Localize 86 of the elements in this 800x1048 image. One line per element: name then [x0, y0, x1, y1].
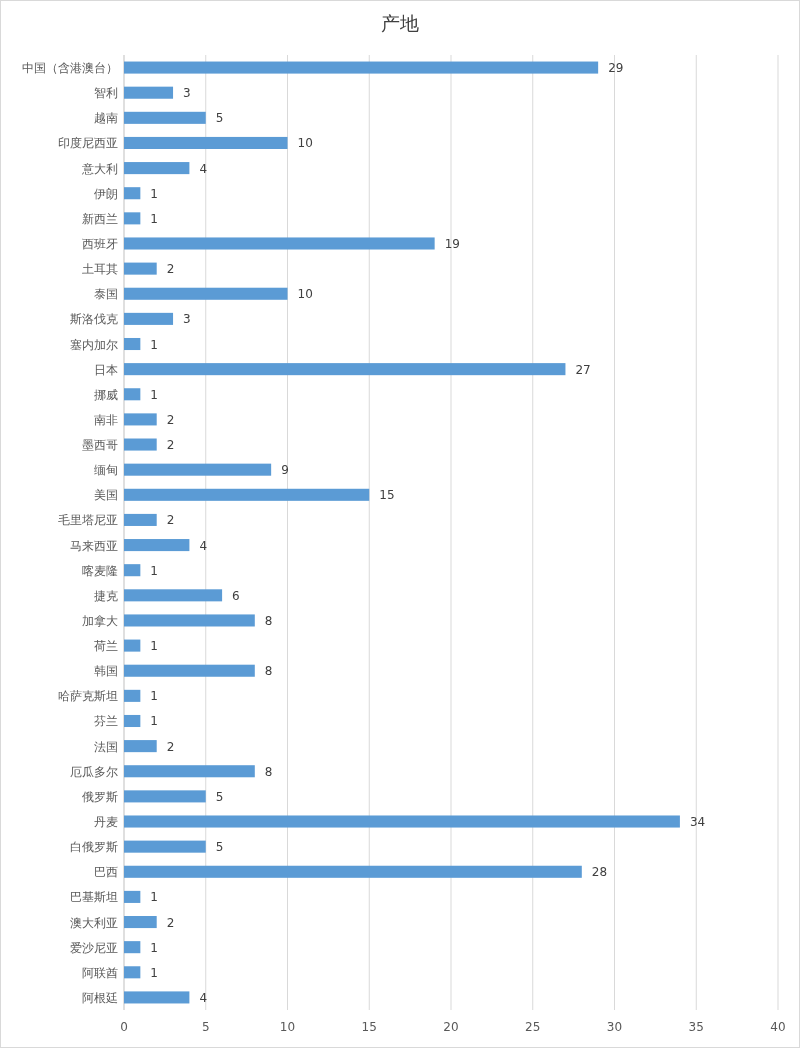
- data-label: 1: [150, 211, 158, 226]
- data-label: 1: [150, 689, 158, 704]
- data-label: 10: [297, 136, 313, 151]
- category-label: 美国: [94, 488, 118, 503]
- data-label: 1: [150, 890, 158, 905]
- data-label: 5: [215, 111, 224, 126]
- data-label: 28: [591, 865, 608, 880]
- data-label: 2: [166, 262, 175, 277]
- category-label: 芬兰: [94, 714, 118, 729]
- x-tick-label: 5: [201, 1020, 210, 1034]
- data-label: 2: [166, 739, 175, 754]
- category-label: 哈萨克斯坦: [58, 689, 118, 704]
- x-tick-label: 15: [361, 1020, 377, 1034]
- data-label: 34: [689, 815, 706, 829]
- data-label: 4: [199, 538, 208, 553]
- data-label: 1: [150, 714, 158, 729]
- data-label: 2: [166, 412, 175, 427]
- data-label: 8: [264, 664, 273, 679]
- category-label: 印度尼西亚: [58, 136, 118, 151]
- data-label: 1: [150, 186, 158, 201]
- data-label: 10: [297, 287, 313, 302]
- data-label: 1: [150, 337, 158, 352]
- data-label: 3: [183, 86, 191, 101]
- category-label: 巴基斯坦: [70, 890, 118, 905]
- data-label: 5: [215, 789, 224, 804]
- title: 产地: [381, 13, 419, 34]
- category-label: 伊朗: [94, 186, 118, 201]
- category-label: 澳大利亚: [70, 915, 118, 930]
- category-label: 白俄罗斯: [70, 840, 118, 855]
- category-label: 韩国: [94, 664, 118, 679]
- x-tick-label: 0: [120, 1020, 128, 1034]
- category-label: 荷兰: [94, 639, 118, 654]
- category-label: 阿联酋: [82, 965, 118, 980]
- data-label: 1: [150, 639, 158, 654]
- category-label: 缅甸: [94, 463, 118, 478]
- category-label: 挪威: [94, 387, 118, 402]
- data-label: 1: [150, 563, 158, 578]
- category-label: 法国: [94, 739, 118, 754]
- data-label: 6: [232, 588, 240, 603]
- category-label: 泰国: [94, 287, 118, 302]
- x-tick-label: 20: [443, 1020, 459, 1034]
- category-label: 加拿大: [82, 613, 118, 628]
- data-label: 2: [166, 915, 175, 930]
- category-label: 斯洛伐克: [70, 312, 118, 327]
- category-label: 塞内加尔: [70, 337, 118, 352]
- data-label: 8: [264, 764, 273, 779]
- x-tick-label: 40: [770, 1020, 786, 1034]
- category-label: 马来西亚: [70, 538, 118, 553]
- data-label: 15: [379, 488, 395, 503]
- category-label: 南非: [94, 412, 118, 427]
- category-label: 土耳其: [82, 262, 118, 277]
- category-label: 俄罗斯: [82, 789, 118, 804]
- data-label: 1: [150, 940, 158, 955]
- data-label: 1: [150, 965, 158, 980]
- data-label: 2: [166, 513, 175, 528]
- category-label: 西班牙: [82, 237, 118, 251]
- x-tick-label: 30: [606, 1020, 623, 1034]
- category-label: 智利: [94, 86, 118, 101]
- category-label: 阿根廷: [82, 990, 118, 1005]
- data-label: 19: [444, 237, 460, 251]
- data-label: 27: [575, 362, 591, 377]
- category-label: 墨西哥: [82, 438, 118, 453]
- x-tick-label: 10: [279, 1020, 296, 1034]
- category-label: 意大利: [82, 161, 118, 176]
- data-label: 2: [166, 438, 175, 453]
- category-label: 喀麦隆: [82, 563, 118, 578]
- data-label: 9: [281, 463, 289, 478]
- x-tick-label: 35: [688, 1020, 704, 1034]
- category-label: 毛里塔尼亚: [58, 513, 118, 528]
- category-label: 丹麦: [94, 815, 118, 829]
- x-tick-label: 25: [525, 1020, 541, 1034]
- category-label: 中国（含港澳台）: [22, 61, 118, 76]
- category-label: 新西兰: [82, 211, 118, 226]
- category-label: 厄瓜多尔: [70, 764, 118, 779]
- data-label: 5: [215, 840, 224, 855]
- category-label: 日本: [94, 362, 118, 377]
- data-label: 29: [608, 61, 624, 76]
- category-label: 巴西: [94, 865, 118, 880]
- data-label: 4: [199, 990, 208, 1005]
- category-label: 捷克: [94, 588, 118, 603]
- category-label: 越南: [94, 111, 118, 126]
- data-label: 3: [183, 312, 191, 327]
- data-label: 1: [150, 387, 158, 402]
- category-label: 爱沙尼亚: [70, 940, 118, 955]
- data-label: 4: [199, 161, 208, 176]
- data-label: 8: [264, 613, 273, 628]
